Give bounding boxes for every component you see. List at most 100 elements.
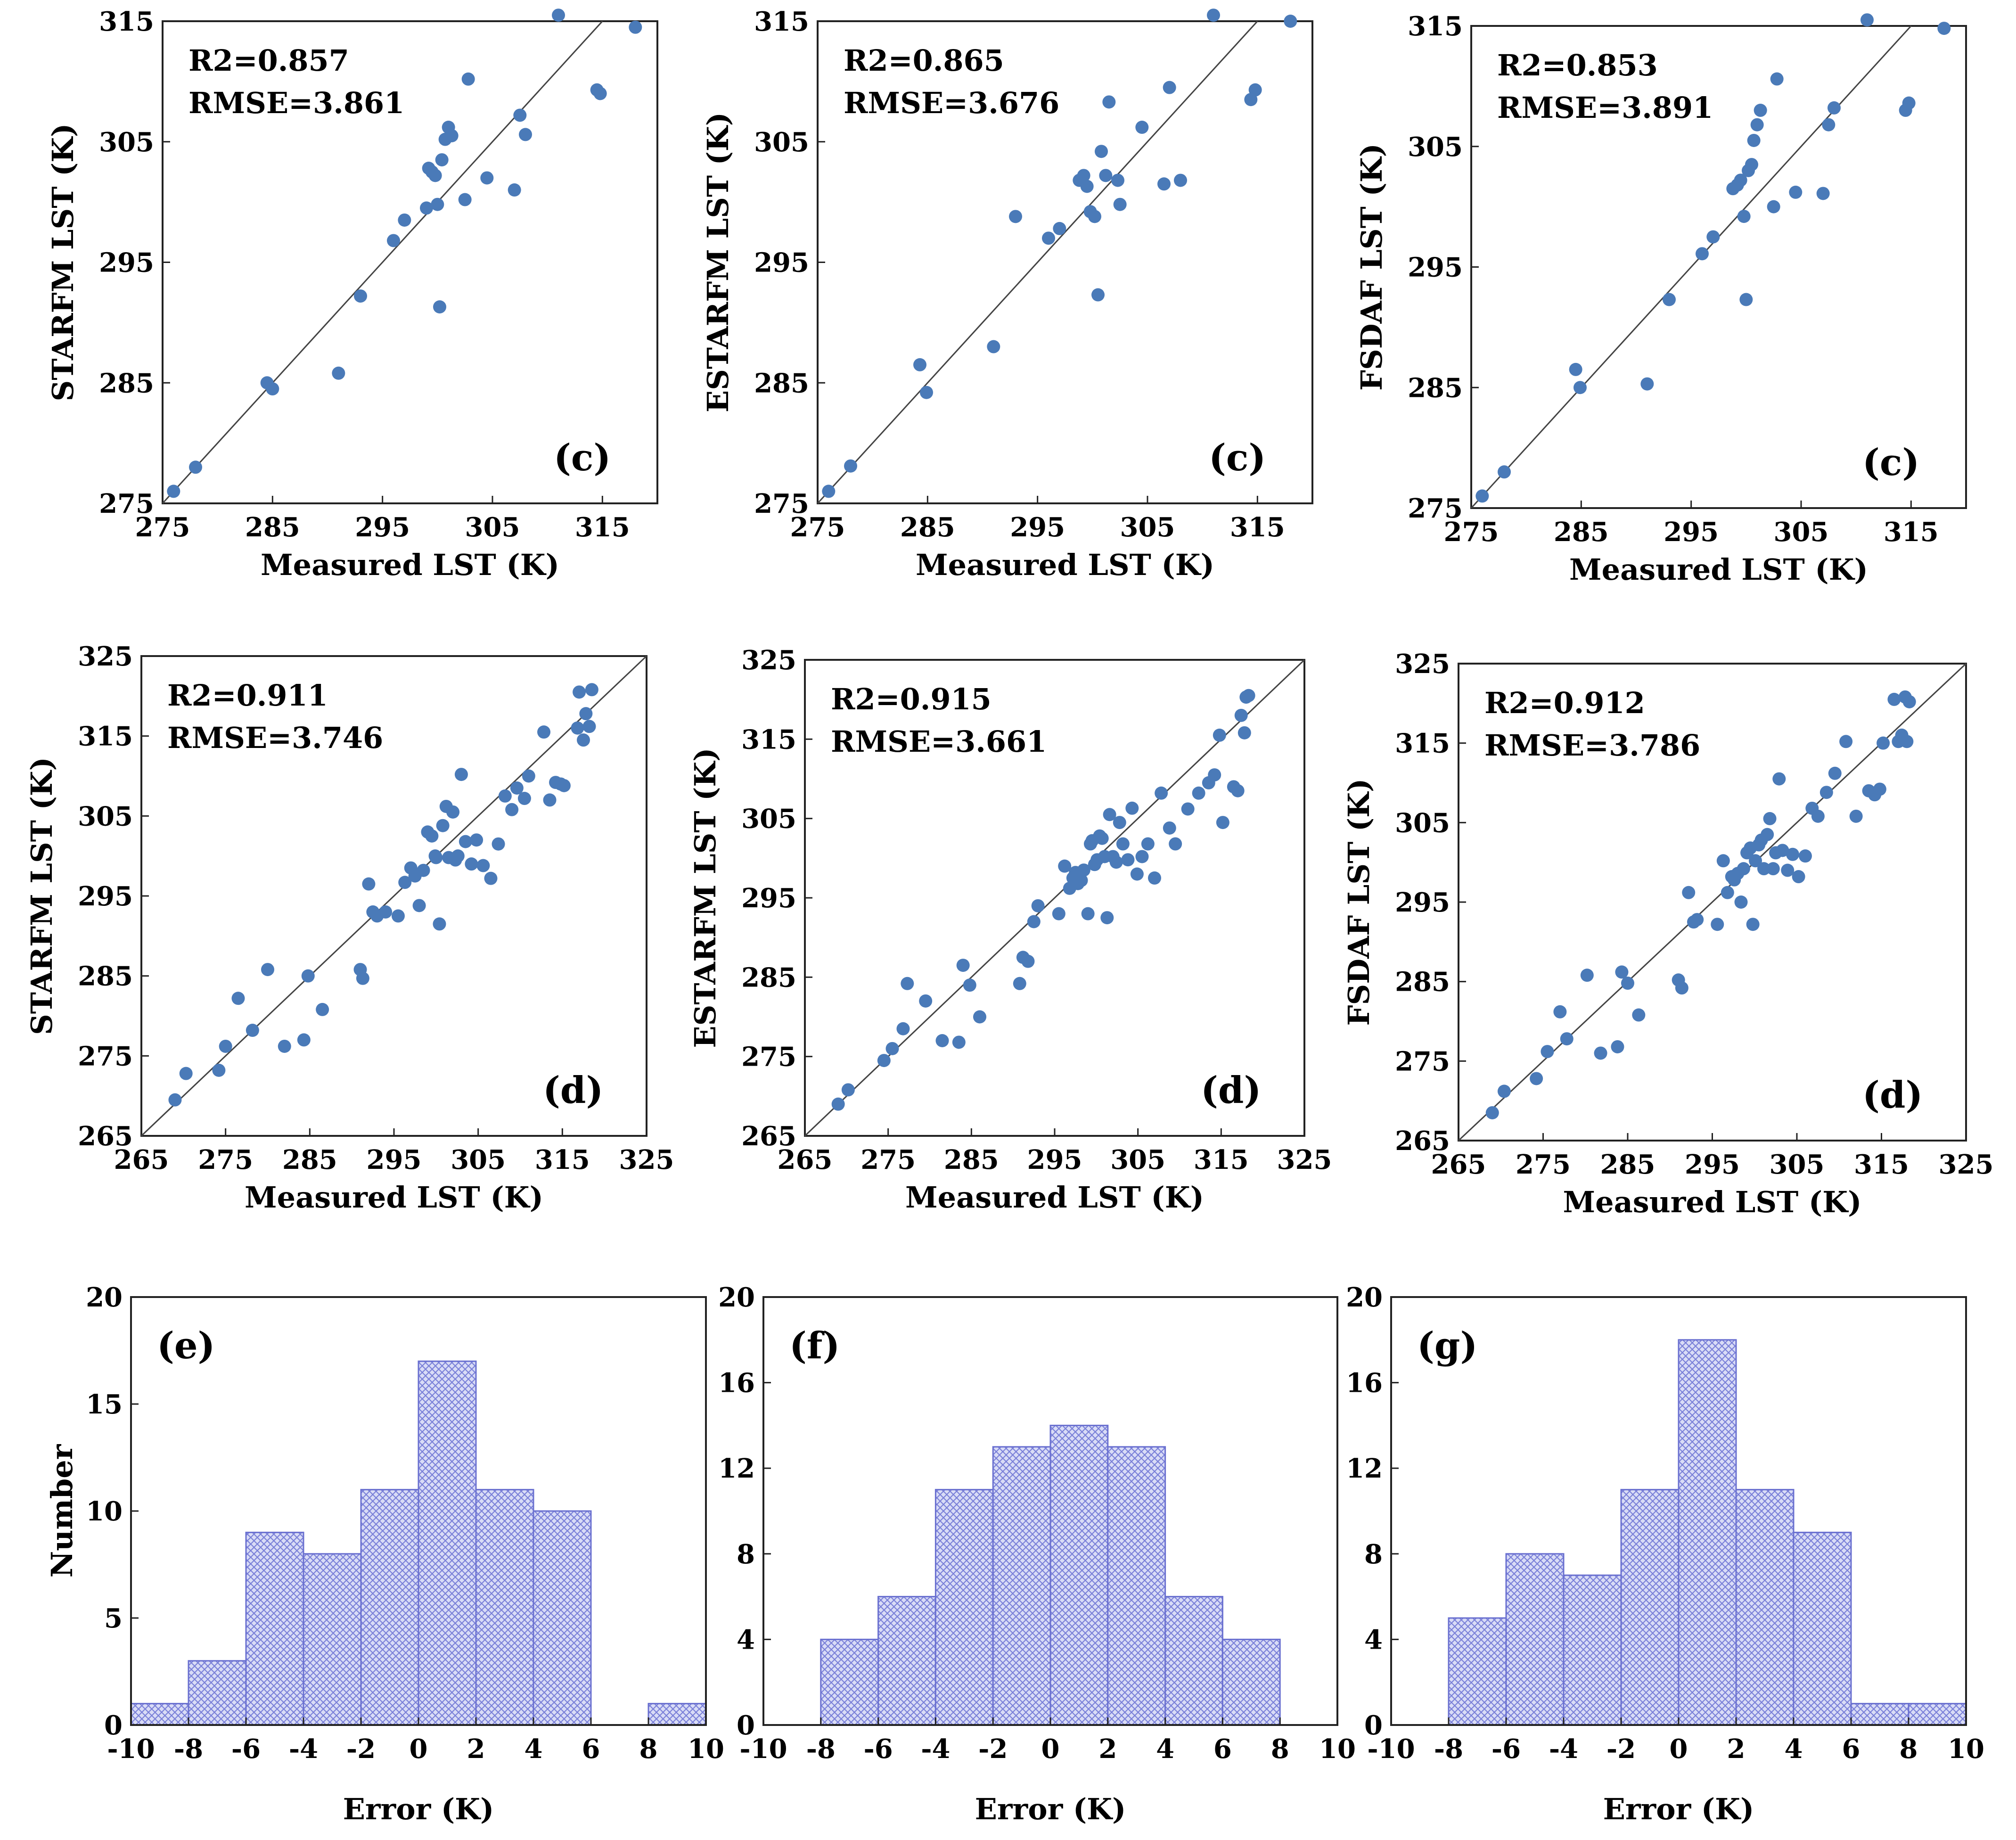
scatter-point <box>297 1033 311 1047</box>
y-tick-label: 16 <box>1346 1368 1383 1399</box>
x-axis-label: Measured LST (K) <box>245 1180 543 1215</box>
scatter-point <box>1181 802 1195 816</box>
scatter-point <box>1042 231 1055 245</box>
x-tick-label: 4 <box>1156 1733 1174 1765</box>
histogram-bar <box>303 1553 362 1726</box>
scatter-point <box>877 1054 891 1068</box>
scatter-point <box>1811 809 1825 823</box>
x-tick-label: 10 <box>1319 1733 1356 1765</box>
scatter-point <box>1157 177 1171 191</box>
scatter-point <box>579 707 593 721</box>
histogram-bar <box>1448 1617 1507 1726</box>
scatter-point <box>445 129 459 142</box>
x-tick-label: 285 <box>1600 1149 1655 1180</box>
y-tick-label: 16 <box>718 1368 755 1399</box>
y-tick-label: 12 <box>718 1453 755 1484</box>
x-tick-label: -4 <box>1549 1733 1578 1765</box>
histogram-bar <box>475 1489 534 1726</box>
scatter-point <box>219 1039 232 1053</box>
x-tick-label: -2 <box>1606 1733 1636 1765</box>
x-tick-label: -6 <box>1492 1733 1521 1765</box>
scatter-point <box>168 1093 182 1107</box>
scatter-point <box>1716 854 1730 868</box>
scatter-point <box>480 171 494 185</box>
x-tick-label: 0 <box>1670 1733 1688 1765</box>
scatter-point <box>1611 1040 1624 1053</box>
panel-label: (d) <box>543 1069 603 1112</box>
x-tick-label: -4 <box>921 1733 950 1765</box>
scatter-point <box>1663 293 1676 306</box>
y-tick-label: 20 <box>86 1282 123 1313</box>
scatter-point <box>1761 828 1774 841</box>
rmse-annotation: RMSE=3.746 <box>167 721 383 755</box>
y-tick-label: 315 <box>99 6 154 37</box>
scatter-point <box>963 978 976 992</box>
scatter-point <box>316 1002 329 1016</box>
y-tick-label: 295 <box>78 881 133 912</box>
x-tick-label: 2 <box>1098 1733 1117 1765</box>
scatter-point <box>362 877 376 891</box>
scatter-point <box>1135 850 1149 863</box>
x-tick-label: 2 <box>467 1733 485 1765</box>
scatter-point <box>1887 692 1901 706</box>
scatter-point <box>458 193 472 206</box>
scatter-point <box>1027 915 1041 928</box>
scatter-point <box>913 358 926 371</box>
scatter-point <box>1213 728 1226 742</box>
scatter-point <box>454 768 468 781</box>
scatter-point <box>1816 187 1830 200</box>
y-tick-label: 295 <box>1395 887 1450 918</box>
x-tick-label: 285 <box>245 512 300 543</box>
scatter-point <box>492 837 505 851</box>
x-tick-label: 8 <box>639 1733 658 1765</box>
panel-label: (c) <box>554 436 611 479</box>
y-tick-label: 20 <box>718 1282 755 1313</box>
x-tick-label: 275 <box>790 512 845 543</box>
x-tick-label: 275 <box>1444 517 1499 548</box>
x-tick-label: 305 <box>1770 1149 1825 1180</box>
scatter-point <box>901 977 914 990</box>
scatter-point <box>582 720 596 733</box>
x-tick-label: 285 <box>900 512 955 543</box>
y-tick-label: 315 <box>1408 11 1463 42</box>
x-tick-label: -2 <box>978 1733 1008 1765</box>
scatter-point <box>1242 689 1255 702</box>
scatter-point <box>1125 801 1139 815</box>
y-tick-label: 0 <box>104 1710 123 1741</box>
scatter-point <box>1102 95 1116 109</box>
scatter-point <box>446 805 460 819</box>
y-tick-label: 285 <box>754 368 809 399</box>
scatter-point <box>379 905 393 919</box>
scatter-point <box>1569 362 1582 376</box>
y-axis-label: ESTARFM LST (K) <box>688 748 722 1048</box>
scatter-point <box>1111 173 1124 187</box>
histogram-bar <box>1908 1703 1967 1726</box>
scatter-point <box>1475 489 1489 503</box>
x-tick-label: 275 <box>1516 1149 1571 1180</box>
scatter-point <box>420 201 433 215</box>
x-tick-label: 285 <box>282 1144 337 1175</box>
y-tick-label: 285 <box>1395 967 1450 998</box>
scatter-point <box>1767 200 1780 214</box>
panel-label: (e) <box>157 1324 215 1367</box>
scatter-point <box>822 485 836 498</box>
scatter-point <box>417 863 430 877</box>
scatter-point <box>557 779 571 792</box>
histogram-bar <box>1850 1703 1909 1726</box>
scatter-point <box>510 781 524 795</box>
scatter-point <box>629 20 642 34</box>
scatter-point <box>1530 1072 1543 1085</box>
scatter-point <box>1234 708 1248 722</box>
scatter-point <box>461 72 475 86</box>
scatter-point <box>1148 871 1161 885</box>
scatter-point <box>425 829 439 843</box>
scatter-point <box>505 803 519 816</box>
scatter-point <box>1632 1008 1646 1022</box>
x-tick-label: 315 <box>1230 512 1285 543</box>
x-tick-label: 0 <box>410 1733 428 1765</box>
x-tick-label: -8 <box>174 1733 203 1765</box>
histogram-panel-9: -10 -8 -6 -4 -2 0 2 4 6 8 10 0 4 8 12 16 20 (g) Error (K) <box>1346 1282 1984 1826</box>
y-tick-label: 0 <box>1364 1710 1383 1741</box>
scatter-point <box>398 876 412 889</box>
scatter-point <box>1828 101 1841 115</box>
